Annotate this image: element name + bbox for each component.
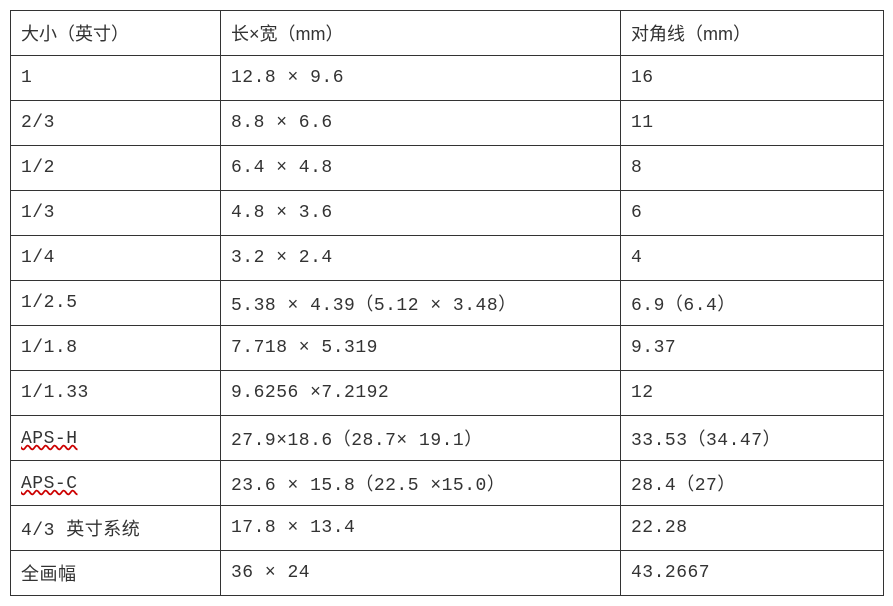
cell-diagonal: 33.53（34.47） (621, 416, 884, 461)
cell-size: 4/3 英寸系统 (11, 506, 221, 551)
cell-size: 1/2 (11, 146, 221, 191)
cell-diagonal: 16 (621, 56, 884, 101)
table-row: 1/34.8 × 3.66 (11, 191, 884, 236)
cell-diagonal: 4 (621, 236, 884, 281)
cell-diagonal: 43.2667 (621, 551, 884, 596)
cell-diagonal: 28.4（27） (621, 461, 884, 506)
table-row: 1/1.339.6256 ×7.219212 (11, 371, 884, 416)
sensor-size-table: 大小（英寸） 长×宽（mm） 对角线（mm） 112.8 × 9.6162/38… (10, 10, 884, 596)
table-row: 2/38.8 × 6.611 (11, 101, 884, 146)
cell-diagonal: 6.9（6.4） (621, 281, 884, 326)
table-row: 1/43.2 × 2.44 (11, 236, 884, 281)
table-row: 4/3 英寸系统17.8 × 13.422.28 (11, 506, 884, 551)
cell-dimensions: 23.6 × 15.8（22.5 ×15.0） (221, 461, 621, 506)
cell-dimensions: 12.8 × 9.6 (221, 56, 621, 101)
table-row: 1/1.87.718 × 5.3199.37 (11, 326, 884, 371)
table-row: 1/2.55.38 × 4.39（5.12 × 3.48）6.9（6.4） (11, 281, 884, 326)
cell-size: 1/4 (11, 236, 221, 281)
table-body: 112.8 × 9.6162/38.8 × 6.6111/26.4 × 4.88… (11, 56, 884, 596)
cell-diagonal: 6 (621, 191, 884, 236)
cell-dimensions: 7.718 × 5.319 (221, 326, 621, 371)
cell-size: 全画幅 (11, 551, 221, 596)
cell-dimensions: 8.8 × 6.6 (221, 101, 621, 146)
table-row: 112.8 × 9.616 (11, 56, 884, 101)
cell-diagonal: 22.28 (621, 506, 884, 551)
cell-dimensions: 3.2 × 2.4 (221, 236, 621, 281)
header-diagonal: 对角线（mm） (621, 11, 884, 56)
table-row: 全画幅36 × 2443.2667 (11, 551, 884, 596)
header-size: 大小（英寸） (11, 11, 221, 56)
table-header-row: 大小（英寸） 长×宽（mm） 对角线（mm） (11, 11, 884, 56)
cell-dimensions: 36 × 24 (221, 551, 621, 596)
cell-diagonal: 11 (621, 101, 884, 146)
cell-size: 1/2.5 (11, 281, 221, 326)
cell-dimensions: 17.8 × 13.4 (221, 506, 621, 551)
table-row: 1/26.4 × 4.88 (11, 146, 884, 191)
cell-size: 1/3 (11, 191, 221, 236)
header-dimensions: 长×宽（mm） (221, 11, 621, 56)
cell-dimensions: 9.6256 ×7.2192 (221, 371, 621, 416)
cell-dimensions: 6.4 × 4.8 (221, 146, 621, 191)
cell-dimensions: 4.8 × 3.6 (221, 191, 621, 236)
cell-size: 1 (11, 56, 221, 101)
table-row: APS-C23.6 × 15.8（22.5 ×15.0）28.4（27） (11, 461, 884, 506)
cell-size: 1/1.8 (11, 326, 221, 371)
cell-diagonal: 9.37 (621, 326, 884, 371)
cell-dimensions: 27.9×18.6（28.7× 19.1） (221, 416, 621, 461)
cell-size: APS-H (11, 416, 221, 461)
table-row: APS-H27.9×18.6（28.7× 19.1）33.53（34.47） (11, 416, 884, 461)
cell-size: 1/1.33 (11, 371, 221, 416)
cell-dimensions: 5.38 × 4.39（5.12 × 3.48） (221, 281, 621, 326)
cell-diagonal: 12 (621, 371, 884, 416)
cell-size: APS-C (11, 461, 221, 506)
cell-diagonal: 8 (621, 146, 884, 191)
cell-size: 2/3 (11, 101, 221, 146)
